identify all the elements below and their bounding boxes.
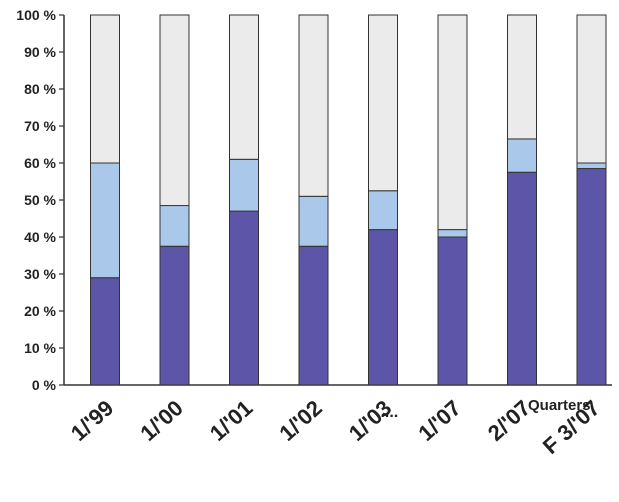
- y-tick-label: 10 %: [24, 340, 56, 356]
- bar-segment-series-3: [368, 14, 398, 192]
- bars: [90, 14, 607, 386]
- y-tick-label: 50 %: [24, 192, 56, 208]
- bar-segment-series-3: [576, 14, 607, 164]
- x-axis-category-labels: 1/'99 1/'00 1/'01 1/'02 1/'03 1/'07 2/'07 F 3/'…: [66, 395, 605, 459]
- y-tick-label: 80 %: [24, 81, 56, 97]
- bar-segment-series-2: [437, 229, 468, 238]
- bar-segment-series-1: [229, 210, 259, 386]
- x-category-label: 1/'00: [135, 395, 187, 446]
- bar-segment-series-3: [298, 14, 329, 197]
- bar-segment-series-2: [159, 205, 190, 247]
- y-tick-label: 40 %: [24, 229, 56, 245]
- bar-segment-series-3: [437, 14, 468, 231]
- bar-segment-series-3: [159, 14, 190, 207]
- x-category-label: 1/'99: [66, 395, 118, 446]
- bar-segment-series-2: [229, 158, 259, 212]
- y-axis-ticks: 0 % 10 % 20 % 30 % 40 % 50 % 60 % 70 % 80 % 90 % 1…: [16, 7, 64, 393]
- bar-segment-series-3: [90, 14, 120, 164]
- bar-segment-series-1: [298, 245, 329, 386]
- x-axis-title: Quarters: [528, 397, 591, 414]
- bar-segment-series-2: [298, 195, 329, 247]
- bar-segment-series-1: [368, 229, 398, 386]
- bar-segment-series-1: [437, 236, 468, 386]
- x-category-label: 1/'01: [205, 395, 257, 446]
- bar-segment-series-1: [159, 245, 190, 386]
- axis-ellipsis: .....: [376, 404, 398, 421]
- x-category-label: 1/'07: [413, 395, 465, 446]
- plot-area: 0 % 10 % 20 % 30 % 40 % 50 % 60 % 70 % 80 % 90 % 1…: [16, 7, 612, 459]
- y-tick-label: 0 %: [32, 377, 57, 393]
- bar-segment-series-2: [90, 162, 120, 279]
- y-tick-label: 60 %: [24, 155, 56, 171]
- y-tick-label: 30 %: [24, 266, 56, 282]
- y-tick-label: 90 %: [24, 44, 56, 60]
- y-tick-label: 100 %: [16, 7, 56, 23]
- bar-segment-series-2: [576, 162, 607, 170]
- bar-segment-series-2: [368, 190, 398, 231]
- bar-segment-series-3: [507, 14, 537, 140]
- bar-segment-series-1: [90, 277, 120, 386]
- bar-segment-series-2: [507, 138, 537, 173]
- bar-segment-series-1: [507, 171, 537, 386]
- y-tick-label: 70 %: [24, 118, 56, 134]
- x-category-label: 1/'02: [274, 395, 326, 446]
- y-tick-label: 20 %: [24, 303, 56, 319]
- bar-segment-series-3: [229, 14, 259, 160]
- bar-segment-series-1: [576, 168, 607, 386]
